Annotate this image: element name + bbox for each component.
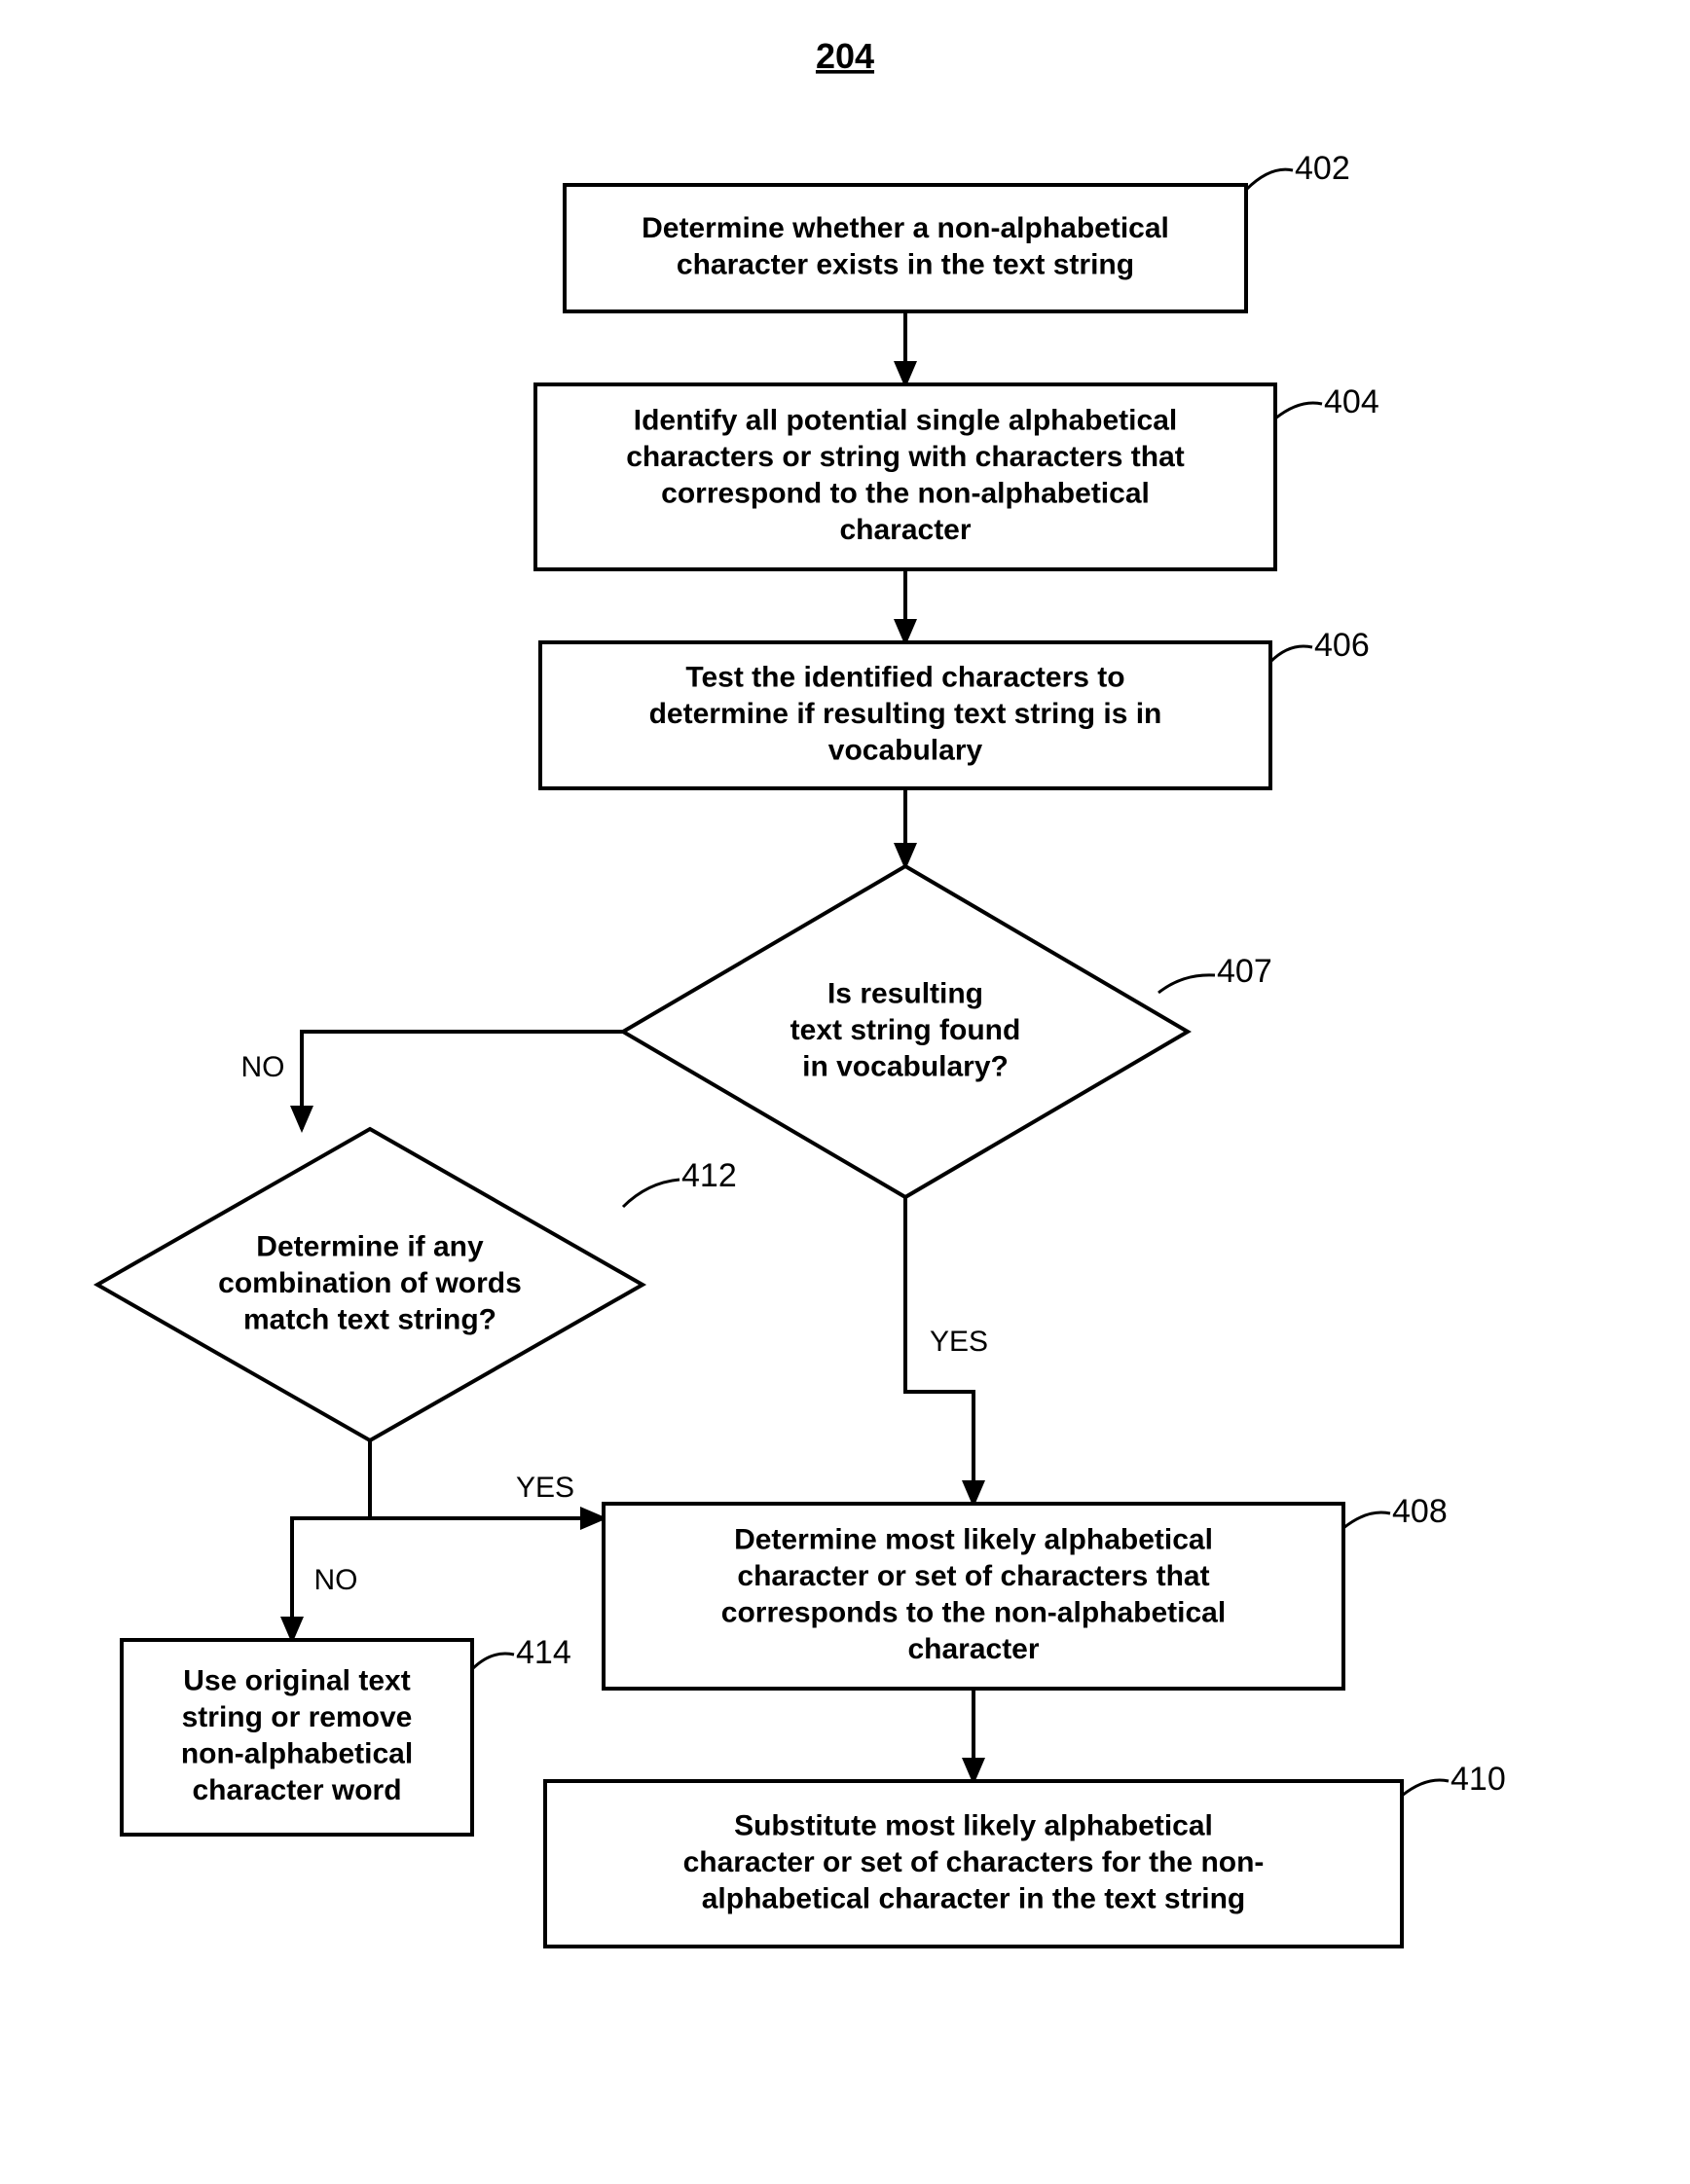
node-text-n404-1: characters or string with characters tha… (626, 441, 1185, 473)
edge-label-n412-n408: YES (516, 1472, 574, 1504)
ref-n408: 408 (1392, 1493, 1448, 1530)
node-n407: Is resulting text string found in vocabula… (623, 866, 1188, 1197)
ref-n407: 407 (1217, 953, 1272, 990)
leader-n402 (1246, 169, 1293, 190)
edge-label-n407-n408: YES (930, 1326, 988, 1358)
node-text-n402-1: character exists in the text string (677, 249, 1134, 281)
node-n404: Identify all potential single alphabetic… (535, 384, 1275, 569)
node-text-n408-3: character (907, 1633, 1039, 1665)
node-n414: Use original text string or remove non-alp… (122, 1640, 472, 1835)
leader-n408 (1343, 1512, 1390, 1528)
node-n402: Determine whether a non-alphabetical char… (565, 185, 1246, 311)
node-text-n404-3: character (839, 514, 971, 546)
node-text-n412-2: match text string? (243, 1303, 496, 1335)
node-text-n408-0: Determine most likely alphabetical (734, 1524, 1213, 1556)
node-text-n414-2: non-alphabetical (181, 1738, 413, 1770)
edge-n407-n412 (302, 1032, 623, 1129)
node-n410: Substitute most likely alphabetical chara… (545, 1781, 1402, 1947)
ref-n404: 404 (1324, 383, 1379, 420)
ref-n414: 414 (516, 1634, 571, 1671)
node-text-n406-1: determine if resulting text string is in (649, 698, 1162, 730)
node-text-n414-3: character word (192, 1774, 401, 1806)
node-text-n402-0: Determine whether a non-alphabetical (642, 212, 1169, 244)
node-text-n410-1: character or set of characters for the n… (683, 1846, 1265, 1878)
ref-n402: 402 (1295, 150, 1350, 187)
node-n412: Determine if any combination of words matc… (97, 1129, 643, 1440)
ref-n410: 410 (1451, 1761, 1506, 1798)
node-text-n412-1: combination of words (218, 1267, 522, 1299)
node-text-n410-0: Substitute most likely alphabetical (734, 1809, 1213, 1841)
leader-n406 (1270, 646, 1312, 662)
node-text-n407-0: Is resulting (827, 977, 983, 1009)
node-text-n414-0: Use original text (183, 1665, 410, 1697)
node-text-n414-1: string or remove (182, 1701, 413, 1733)
node-text-n410-2: alphabetical character in the text strin… (702, 1882, 1246, 1914)
flowchart: 204 NO YES YES NO Determine whether a non-alp… (0, 0, 1690, 2184)
edge-label-n407-n412: NO (241, 1051, 285, 1083)
leader-n407 (1158, 975, 1215, 993)
node-text-n407-1: text string found (790, 1014, 1021, 1046)
ref-n406: 406 (1314, 627, 1370, 664)
node-n406: Test the identified characters to determi… (540, 642, 1270, 788)
ref-n412: 412 (681, 1157, 737, 1194)
leader-n410 (1402, 1780, 1449, 1796)
figure-title: 204 (816, 36, 874, 76)
edge-label-n412-n414: NO (314, 1564, 358, 1596)
node-text-n408-1: character or set of characters that (737, 1560, 1209, 1592)
node-text-n406-0: Test the identified characters to (685, 661, 1124, 693)
node-text-n407-2: in vocabulary? (802, 1050, 1009, 1082)
node-text-n408-2: corresponds to the non-alphabetical (721, 1597, 1226, 1629)
leader-n404 (1275, 403, 1322, 419)
node-text-n404-2: correspond to the non-alphabetical (661, 478, 1150, 510)
edge-n412-n414 (292, 1440, 370, 1640)
leader-n414 (472, 1654, 514, 1669)
node-text-n406-2: vocabulary (828, 734, 983, 766)
node-text-n412-0: Determine if any (256, 1230, 484, 1262)
node-n408: Determine most likely alphabetical charac… (604, 1504, 1343, 1689)
node-text-n404-0: Identify all potential single alphabetic… (634, 405, 1177, 437)
leader-n412 (623, 1180, 680, 1207)
